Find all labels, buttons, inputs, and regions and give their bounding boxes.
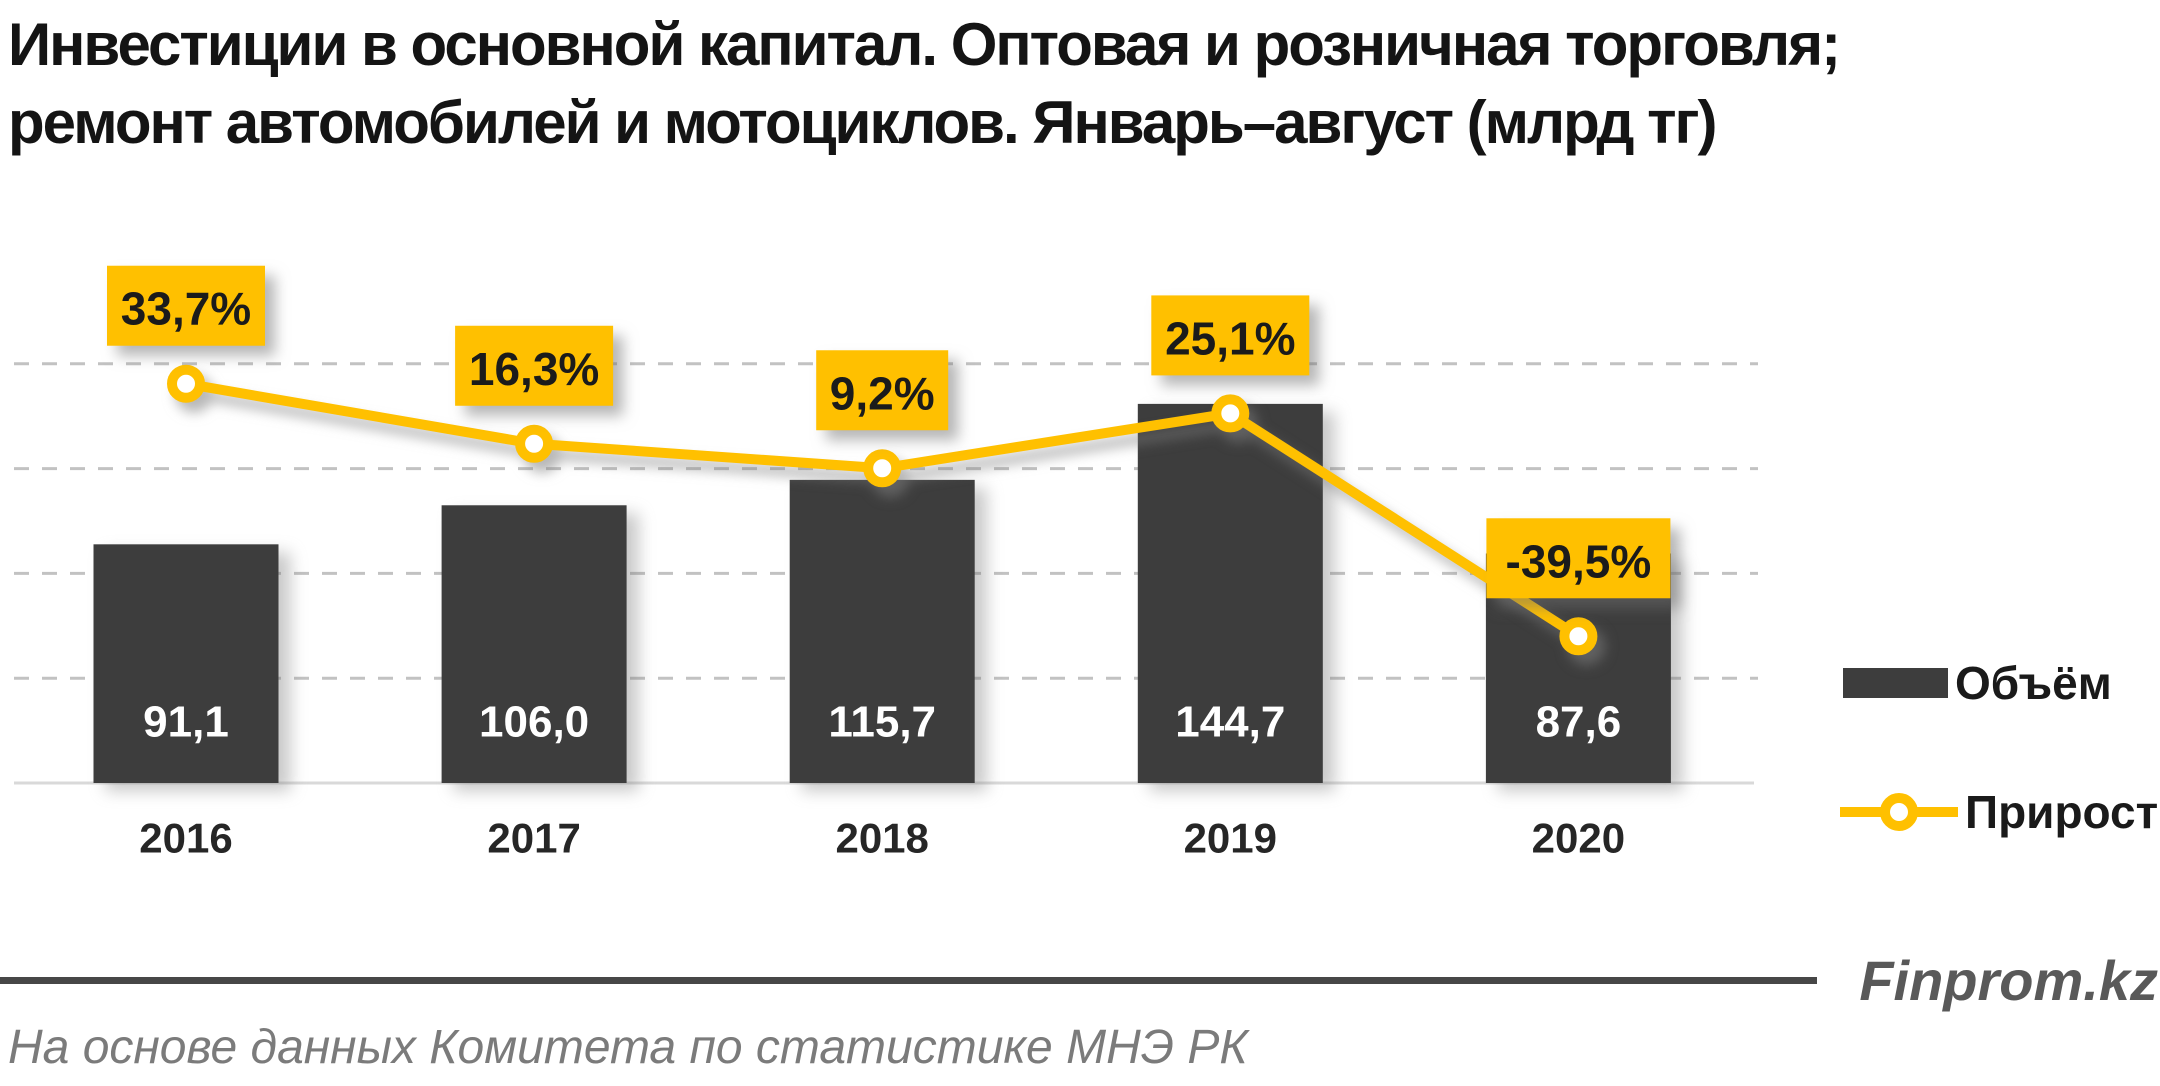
growth-callout-value-2020: -39,5% — [1506, 535, 1652, 587]
growth-callout-value-2016: 33,7% — [121, 283, 251, 335]
growth-callout-2020 — [1486, 518, 1671, 599]
bar-value-2019: 144,7 — [1175, 698, 1285, 747]
growth-callout-value-2017: 16,3% — [469, 343, 599, 395]
growth-callout-2019 — [1151, 295, 1310, 376]
growth-marker-2017 — [515, 424, 554, 463]
growth-callout-value-2019: 25,1% — [1165, 312, 1295, 364]
legend-label-growth: Прирост — [1965, 786, 2159, 838]
bar-2019 — [1137, 403, 1323, 783]
bar-2017 — [441, 505, 627, 783]
x-tick-2018: 2018 — [835, 815, 928, 862]
chart-title-line1: Инвестиции в основной капитал. Оптовая и… — [8, 11, 1841, 78]
legend: Объём Прирост — [1838, 652, 2160, 882]
x-tick-2019: 2019 — [1184, 815, 1277, 862]
line-marker-swatch-icon — [1840, 793, 1958, 831]
growth-marker-2019 — [1211, 394, 1250, 433]
legend-label-volume: Объём — [1955, 657, 2112, 709]
bar-value-2017: 106,0 — [479, 698, 589, 747]
growth-callout-2018 — [816, 350, 949, 431]
growth-marker-2018 — [863, 449, 902, 488]
chart-title: Инвестиции в основной капитал. Оптовая и… — [8, 6, 1841, 162]
x-tick-2017: 2017 — [487, 815, 580, 862]
brand-watermark: Finprom.kz — [1859, 949, 2158, 1012]
growth-marker-2020 — [1559, 617, 1598, 656]
growth-callout-2017 — [455, 325, 614, 406]
chart-title-line2: ремонт автомобилей и мотоциклов. Январь–… — [8, 89, 1717, 156]
bar-2016 — [93, 544, 279, 783]
growth-marker-2016 — [167, 364, 205, 403]
x-tick-2016: 2016 — [139, 815, 232, 862]
growth-callouts: 33,7% 16,3% 9,2% 25,1% -39,5% — [107, 265, 1671, 599]
bar-value-2020: 87,6 — [1536, 698, 1622, 747]
growth-callout-value-2018: 9,2% — [830, 367, 935, 419]
growth-callout-2016 — [107, 265, 265, 346]
bar-value-2016: 91,1 — [143, 698, 229, 747]
legend-item-growth: Прирост — [1838, 781, 2158, 843]
bar-swatch-icon — [1843, 668, 1948, 698]
x-tick-2020: 2020 — [1532, 815, 1625, 862]
growth-line-series — [167, 364, 1598, 656]
bar-value-2018: 115,7 — [828, 698, 936, 747]
bar-2018 — [789, 479, 975, 783]
source-note: На основе данных Комитета по статистике … — [8, 1021, 1248, 1074]
footer-divider — [0, 977, 1817, 984]
legend-item-volume: Объём — [1838, 652, 2112, 714]
